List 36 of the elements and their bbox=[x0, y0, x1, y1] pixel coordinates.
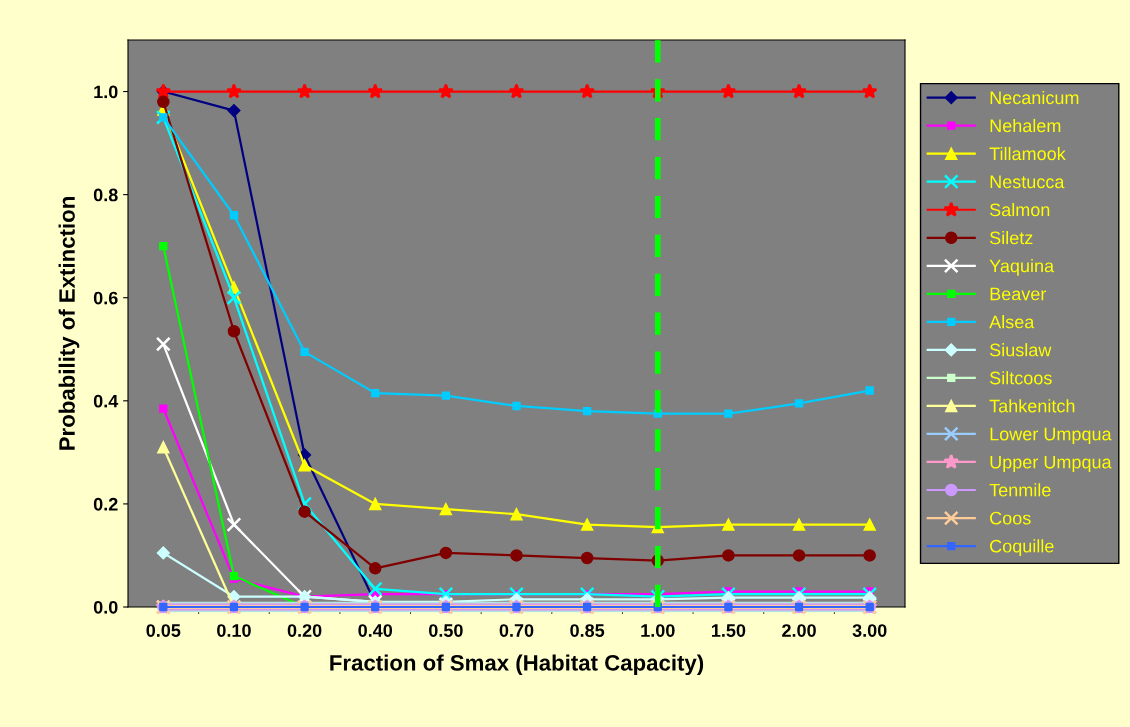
legend-label: Necanicum bbox=[990, 90, 1079, 105]
y-tick-label: 0.8 bbox=[93, 188, 118, 202]
x-tick-label: 0.50 bbox=[429, 624, 463, 637]
y-tick-label: 1.0 bbox=[94, 85, 118, 99]
x-tick-label: 0.85 bbox=[570, 624, 605, 637]
x-tick-label: 0.40 bbox=[358, 624, 393, 637]
legend-label: Lower Umpqua bbox=[990, 427, 1112, 445]
legend-label: Coos bbox=[990, 511, 1031, 525]
legend-label: Alsea bbox=[989, 315, 1035, 329]
legend-label: Nestucca bbox=[990, 175, 1065, 189]
x-tick-label: 0.20 bbox=[287, 624, 322, 637]
legend-label: Salmon bbox=[989, 202, 1050, 217]
legend-label: Yaquina bbox=[989, 259, 1055, 276]
legend-label: Siltcoos bbox=[989, 371, 1052, 385]
legend-label: Beaver bbox=[990, 287, 1047, 301]
x-tick-label: 1.00 bbox=[641, 624, 675, 637]
legend-label: Nehalem bbox=[990, 118, 1061, 133]
x-tick-label: 0.70 bbox=[499, 624, 534, 637]
x-tick-label: 3.00 bbox=[852, 624, 887, 637]
legend-label: Tenmile bbox=[989, 483, 1051, 497]
x-axis-title: Fraction of Smax (Habitat Capacity) bbox=[330, 654, 704, 676]
y-tick-label: 0.0 bbox=[93, 600, 118, 614]
x-tick-label: 2.00 bbox=[782, 624, 816, 637]
y-axis-title: Probability of Extinction bbox=[58, 197, 80, 450]
legend-label: Tillamook bbox=[989, 146, 1066, 161]
y-tick-label: 0.2 bbox=[93, 497, 118, 511]
legend-label: Siletz bbox=[989, 231, 1033, 245]
legend-label: Tahkenitch bbox=[989, 399, 1075, 413]
legend-label: Upper Umpqua bbox=[990, 455, 1112, 473]
y-tick-label: 0.4 bbox=[93, 394, 119, 408]
legend-label: Coquille bbox=[990, 539, 1054, 557]
x-tick-label: 0.10 bbox=[217, 624, 251, 637]
legend-label: Siuslaw bbox=[989, 343, 1052, 357]
y-tick-label: 0.6 bbox=[93, 291, 118, 305]
x-tick-label: 0.05 bbox=[146, 624, 181, 637]
x-tick-label: 1.50 bbox=[711, 624, 746, 637]
